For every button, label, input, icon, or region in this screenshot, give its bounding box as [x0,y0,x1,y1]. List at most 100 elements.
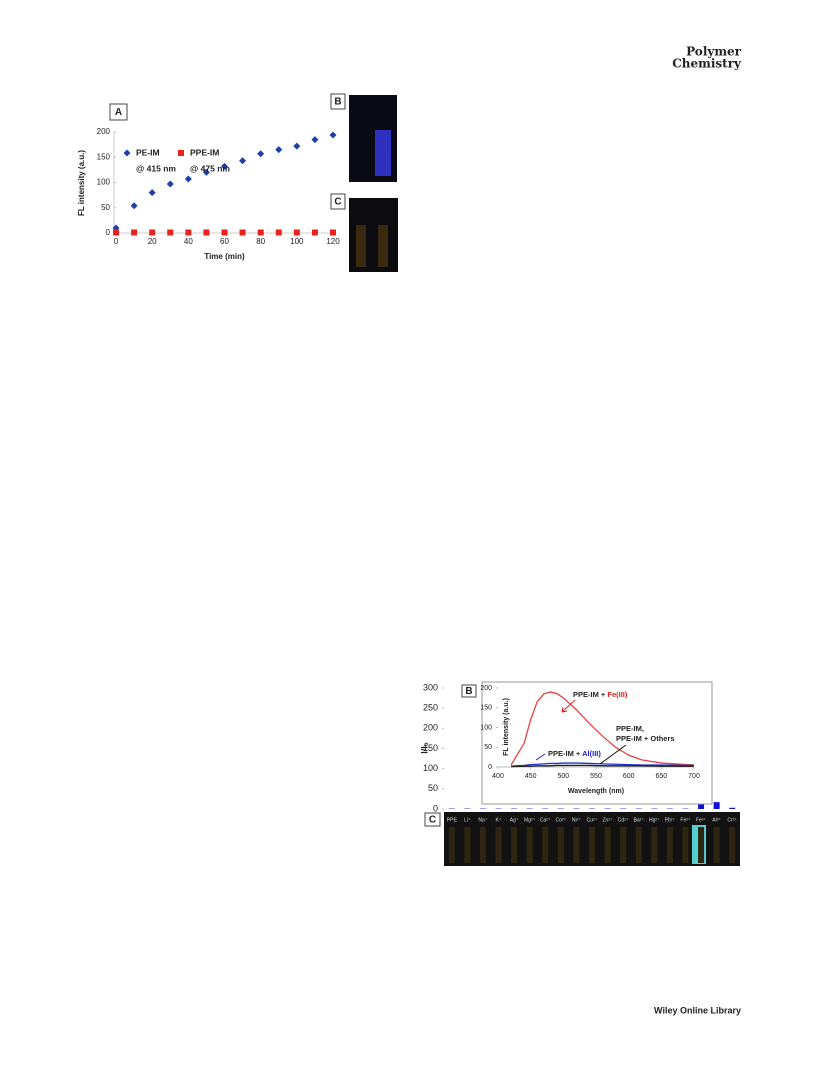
x-tick-label: 400 [492,773,504,780]
arrow [599,744,627,765]
photo-tube [666,827,673,863]
x-tick-label: 600 [623,773,635,780]
y-axis-label: FL intensity (a.u.) [503,698,510,756]
y-tick-label: 50 [484,744,492,751]
arrow [561,699,576,713]
annotation: PPE-IM + Al(III) [548,749,601,758]
y-tick-label: 0 [488,764,492,771]
annotation: PPE-IM, [616,724,644,733]
y-tick-label: 200 [97,127,111,136]
journal-name: Polymer [686,45,742,59]
panel-box [461,684,477,698]
y-tick-label: 200 [423,723,438,733]
marker [113,229,119,236]
photo-tube [495,827,502,863]
y-tick-label: 150 [480,705,492,712]
panel-box [424,812,441,827]
bar [713,802,720,809]
photo-tube [464,827,471,863]
photo-tube [448,827,455,863]
panel-label: C [334,197,341,208]
category-label: Cr³⁺ [727,817,737,823]
marker [257,150,265,158]
marker [202,168,210,176]
photo-tube [356,225,366,267]
panel-label: C [429,815,436,826]
category-label: Ca²⁺ [540,817,551,823]
x-tick-label: 550 [590,773,602,780]
annotation-text: PPE-IM + [548,749,582,758]
marker [329,131,337,139]
line [511,762,695,767]
x-tick-label: 100 [290,237,304,246]
photo-tube [589,827,595,863]
photo-tube [479,827,486,863]
category-label: Ba²⁺ [634,817,645,823]
photo-tube [526,827,533,863]
x-tick-label: 0 [114,237,119,246]
legend-note: @ 475 nm [190,163,230,173]
photo-tube [378,225,388,267]
photo-tube [729,827,736,863]
category-label: Ag⁺ [510,817,519,823]
panel-box [330,193,346,210]
annotation-highlight: Al(III) [582,749,601,758]
annotation: PPE-IM + Others [616,734,675,743]
annotation: PPE-IM + Fe(III) [573,690,628,699]
photo-glow [375,130,391,176]
category-label: Hg²⁺ [649,817,660,823]
legend-label: PPE-IM [190,147,219,157]
y-tick-label: 300 [423,682,438,692]
y-tick-label: 50 [101,203,110,212]
y-tick-label: 100 [97,178,111,187]
category-label: PPE [447,817,458,823]
y-axis-label: I/I₀ [419,742,429,754]
category-label: Mg²⁺ [524,817,536,823]
x-axis-label: Wavelength (nm) [568,788,624,795]
y-tick-label: 0 [106,228,111,237]
photo-tube [557,827,564,863]
x-tick-label: 120 [326,237,340,246]
bar [729,807,736,809]
marker [149,229,156,236]
legend-label: PE-IM [136,147,160,157]
marker [184,175,192,183]
category-label: Fe²⁺ [680,817,691,823]
marker [148,189,156,197]
marker [203,229,210,236]
category-label: Al³⁺ [712,817,721,823]
marker [311,136,319,144]
y-tick-label: 150 [423,743,438,753]
marker [239,157,247,165]
y-tick-label: 50 [428,783,438,793]
photo-tube [620,827,627,863]
photo-tube [713,827,720,863]
marker [166,180,174,188]
category-label: Pb²⁺ [665,817,676,823]
x-tick-label: 450 [525,773,537,780]
legend-marker [123,149,131,157]
marker [311,229,318,236]
category-label: Ni²⁺ [572,817,581,823]
marker [130,202,138,210]
line [510,691,695,766]
annotation-highlight: Fe(III) [607,690,628,699]
marker [275,146,283,154]
x-tick-label: 60 [220,237,229,246]
inset-background [481,681,713,805]
x-tick-label: 700 [688,773,700,780]
arrow [535,753,546,761]
marker [131,229,138,236]
photo-tube [651,827,658,863]
legend-marker [178,150,184,156]
category-label: Na⁺ [478,817,487,823]
panel-label: B [465,686,472,697]
x-tick-label: 80 [256,237,265,246]
category-label: Fe³⁺ [696,817,707,823]
panel-label: A [115,107,122,118]
x-axis-label: Time (min) [204,252,245,261]
photo-tube [682,827,689,863]
y-tick-label: 150 [97,152,111,161]
marker [275,229,282,236]
